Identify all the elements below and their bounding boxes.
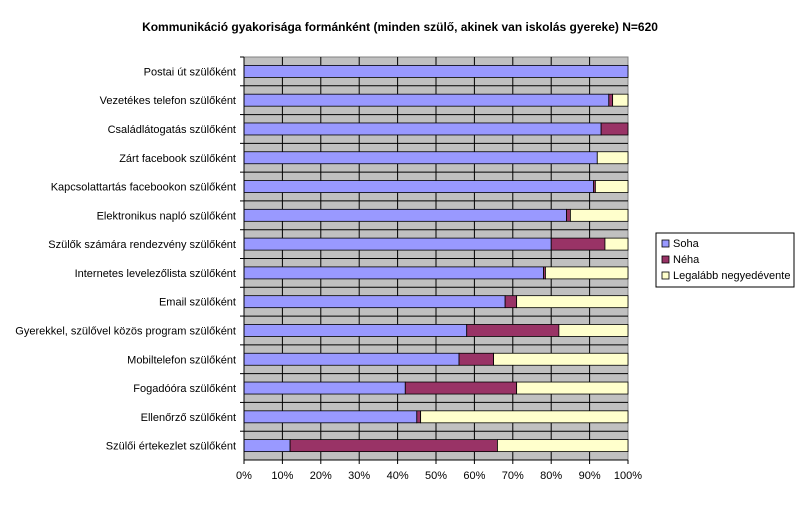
y-tick-label: Vezetékes telefon szülőként	[100, 95, 236, 107]
bar-segment-soha	[243, 266, 544, 280]
legend-swatch	[661, 255, 670, 264]
bar-segment-neha	[600, 122, 629, 136]
bar-segment-negyedevente	[493, 352, 629, 366]
y-tick-label: Kapcsolattartás facebookon szülőként	[51, 182, 236, 194]
bar-segment-soha	[243, 410, 418, 424]
x-tick-label: 50%	[425, 470, 447, 482]
legend-box	[655, 232, 795, 288]
bar-segment-negyedevente	[570, 208, 629, 222]
x-tick-label: 80%	[540, 470, 562, 482]
bar-segment-soha	[243, 64, 629, 78]
x-tick-label: 10%	[271, 470, 293, 482]
bar-segment-soha	[243, 93, 610, 107]
y-tick-label: Fogadóóra szülőként	[133, 383, 236, 395]
y-tick-label: Szülői értekezlet szülőként	[106, 441, 236, 453]
y-tick-label: Szülők számára rendezvény szülőként	[48, 239, 236, 251]
bar-segment-negyedevente	[516, 295, 629, 309]
bar-segment-negyedevente	[420, 410, 629, 424]
bar-segment-soha	[243, 381, 406, 395]
x-tick-label: 20%	[310, 470, 332, 482]
bar-segment-soha	[243, 122, 602, 136]
bar-segment-soha	[243, 151, 598, 165]
x-tick-label: 0%	[236, 470, 252, 482]
y-tick-label: Ellenőrző szülőként	[141, 412, 236, 424]
y-tick-label: Email szülőként	[159, 297, 236, 309]
bar-segment-soha	[243, 208, 567, 222]
y-tick-label: Zárt facebook szülőként	[119, 153, 236, 165]
chart-title: Kommunikáció gyakorisága formánként (min…	[142, 20, 658, 34]
bar-segment-soha	[243, 237, 552, 251]
legend-label: Néha	[673, 254, 700, 266]
x-tick-label: 40%	[387, 470, 409, 482]
bar-segment-soha	[243, 180, 594, 193]
x-tick-label: 70%	[502, 470, 524, 482]
bar-segment-negyedevente	[594, 180, 629, 193]
legend-swatch	[661, 239, 670, 248]
bar-segment-negyedevente	[516, 381, 629, 395]
bar-segment-negyedevente	[612, 93, 629, 107]
bar-segment-negyedevente	[497, 439, 629, 453]
bar-segment-neha	[550, 237, 606, 251]
bar-segment-negyedevente	[558, 324, 629, 337]
bar-segment-neha	[566, 208, 571, 222]
legend-label: Legalább negyedévente	[673, 270, 790, 282]
legend-label: Soha	[673, 238, 700, 250]
bar-segment-soha	[243, 324, 468, 337]
bar-segment-neha	[458, 352, 495, 366]
bar-segment-negyedevente	[545, 266, 629, 280]
x-tick-label: 60%	[463, 470, 485, 482]
y-tick-label: Postai út szülőként	[144, 66, 236, 78]
y-tick-label: Családlátogatás szülőként	[108, 124, 236, 136]
bar-segment-neha	[504, 295, 518, 309]
x-tick-label: 100%	[614, 470, 642, 482]
y-tick-label: Gyerekkel, szülővel közös program szülők…	[15, 325, 236, 337]
x-tick-label: 30%	[348, 470, 370, 482]
bar-segment-soha	[243, 295, 506, 309]
legend-swatch	[661, 271, 670, 280]
bar-segment-soha	[243, 352, 460, 366]
bar-segment-negyedevente	[596, 151, 629, 165]
y-tick-label: Mobiltelefon szülőként	[127, 354, 236, 366]
bar-segment-negyedevente	[604, 237, 629, 251]
bar-segment-neha	[404, 381, 518, 395]
bar-segment-neha	[466, 324, 560, 337]
bar-segment-neha	[416, 410, 422, 424]
bar-segment-neha	[608, 93, 614, 107]
x-tick-label: 90%	[579, 470, 601, 482]
bar-segment-neha	[289, 439, 498, 453]
y-tick-label: Internetes levelezőlista szülőként	[75, 268, 236, 280]
y-tick-label: Elektronikus napló szülőként	[97, 210, 236, 222]
bar-segment-soha	[243, 439, 291, 453]
